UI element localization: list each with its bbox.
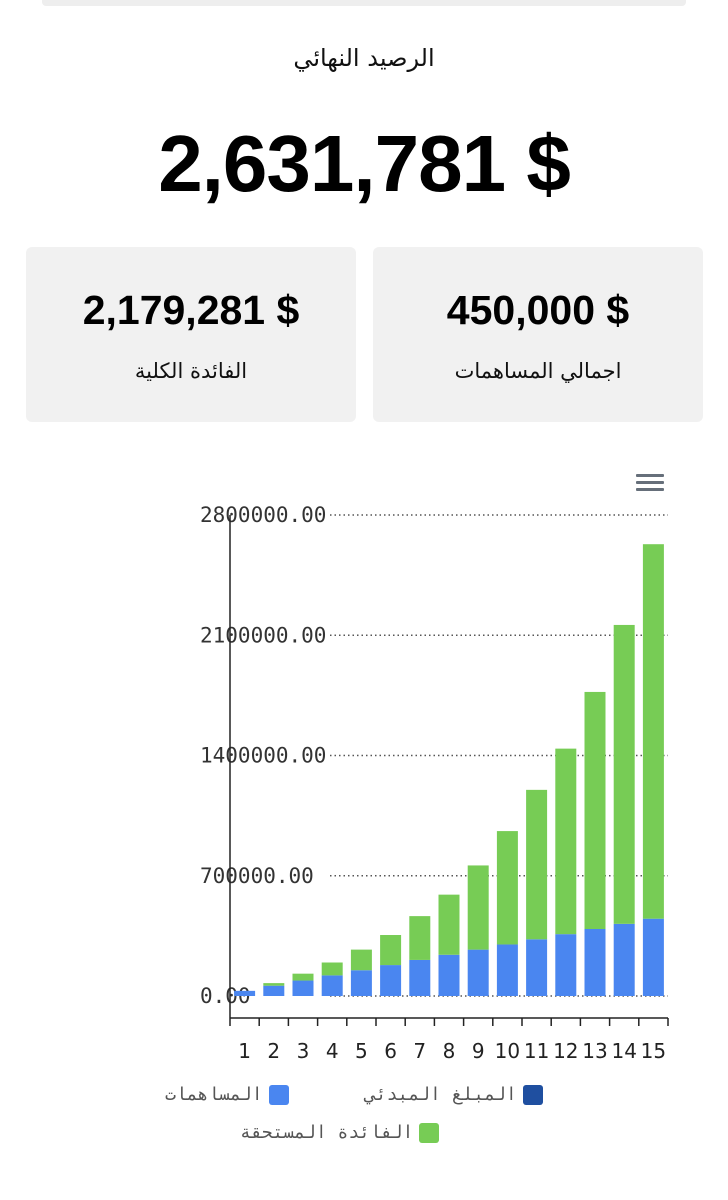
legend-swatch-interest xyxy=(419,1122,440,1143)
x-tick-label: 15 xyxy=(641,1039,666,1063)
x-tick-label: 2 xyxy=(267,1039,280,1063)
x-tick-label: 4 xyxy=(326,1039,339,1063)
bar-interest xyxy=(613,624,635,924)
bar-contributions xyxy=(613,923,635,996)
bar-contributions xyxy=(234,990,256,996)
bar-interest xyxy=(496,831,518,945)
x-tick-label: 3 xyxy=(297,1039,310,1063)
balance-growth-chart: 0.00700000.001400000.002100000.002800000… xyxy=(200,503,669,1063)
bar-contributions xyxy=(496,944,518,996)
menu-icon[interactable] xyxy=(636,474,664,496)
bar-interest xyxy=(380,935,402,966)
x-tick-label: 8 xyxy=(443,1039,456,1063)
bar-interest xyxy=(321,962,343,976)
bar-contributions xyxy=(263,985,285,996)
bar-interest xyxy=(438,894,460,955)
bar-interest xyxy=(584,691,606,930)
legend-label-interest: الفائدة المستحقة xyxy=(240,1122,414,1143)
y-tick-label: 2100000.00 xyxy=(200,623,326,647)
bar-contributions xyxy=(526,939,548,996)
menu-icon-line xyxy=(636,481,664,484)
x-tick-label: 10 xyxy=(495,1039,520,1063)
chart-legend: المبلغ المبدئي المساهمات الفائدة المستحق… xyxy=(0,1080,728,1160)
bar-contributions xyxy=(292,980,314,996)
total-interest-value: 2,179,281 $ xyxy=(82,287,300,333)
legend-label-contributions: المساهمات xyxy=(165,1084,263,1105)
x-tick-label: 6 xyxy=(384,1039,397,1063)
final-balance-value: 2,631,781 $ xyxy=(158,119,571,208)
bar-contributions xyxy=(642,918,664,996)
menu-icon-line xyxy=(636,488,664,491)
bar-interest xyxy=(292,973,314,981)
x-tick-label: 1 xyxy=(238,1039,251,1063)
total-contributions-card: 450,000 $ اجمالي المساهمات xyxy=(373,247,703,422)
bar-contributions xyxy=(380,965,402,996)
bar-contributions xyxy=(409,959,431,996)
x-tick-label: 9 xyxy=(472,1039,485,1063)
legend-item-interest[interactable]: الفائدة المستحقة xyxy=(240,1122,440,1143)
bar-interest xyxy=(526,789,548,940)
legend-item-contributions[interactable]: المساهمات xyxy=(165,1084,289,1105)
y-tick-label: 2800000.00 xyxy=(200,503,326,527)
x-tick-label: 11 xyxy=(524,1039,549,1063)
x-tick-label: 12 xyxy=(553,1039,578,1063)
y-tick-label: 700000.00 xyxy=(200,864,314,888)
menu-icon-line xyxy=(636,474,664,477)
total-contributions-label: اجمالي المساهمات xyxy=(454,359,622,383)
bar-contributions xyxy=(350,970,372,996)
total-interest-label: الفائدة الكلية xyxy=(134,359,248,383)
y-tick-label: 1400000.00 xyxy=(200,744,326,768)
legend-swatch-contributions xyxy=(268,1084,289,1105)
legend-label-initial: المبلغ المبدئي xyxy=(365,1084,517,1105)
bar-contributions xyxy=(467,949,489,996)
bar-contributions xyxy=(584,929,606,996)
bar-interest xyxy=(642,544,664,919)
legend-swatch-initial xyxy=(522,1084,543,1105)
bar-interest xyxy=(467,865,489,950)
bar-interest xyxy=(263,983,285,986)
bar-contributions xyxy=(438,954,460,996)
x-tick-label: 5 xyxy=(355,1039,368,1063)
bar-interest xyxy=(350,949,372,971)
x-tick-label: 13 xyxy=(582,1039,607,1063)
total-interest-card: 2,179,281 $ الفائدة الكلية xyxy=(26,247,356,422)
bar-contributions xyxy=(555,934,577,996)
x-tick-label: 14 xyxy=(611,1039,636,1063)
total-contributions-value: 450,000 $ xyxy=(446,287,630,333)
x-tick-label: 7 xyxy=(413,1039,426,1063)
bar-interest xyxy=(555,748,577,935)
final-balance-label: الرصيد النهائي xyxy=(293,44,435,72)
top-bar xyxy=(42,0,686,6)
legend-item-initial[interactable]: المبلغ المبدئي xyxy=(365,1084,543,1105)
bar-interest xyxy=(409,916,431,960)
bar-contributions xyxy=(321,975,343,996)
